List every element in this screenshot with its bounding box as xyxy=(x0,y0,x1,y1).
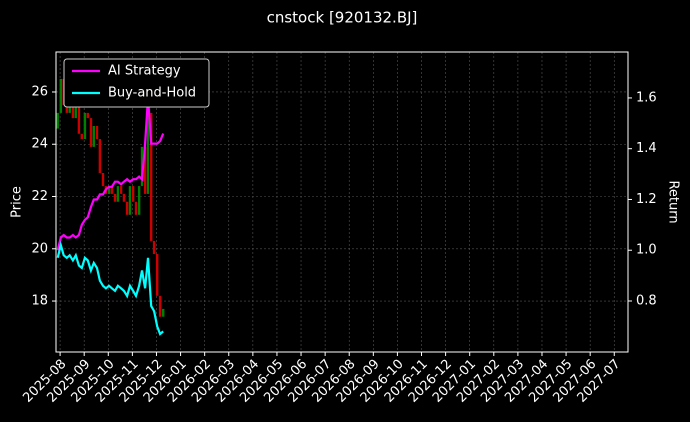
candle xyxy=(107,186,111,194)
candle xyxy=(137,186,141,215)
y-tick-label: 24 xyxy=(31,137,48,152)
y-tick-label: 22 xyxy=(31,189,48,204)
candle xyxy=(80,133,83,140)
candle xyxy=(71,105,75,119)
chart-title: cnstock [920132.BJ] xyxy=(267,9,418,27)
candle xyxy=(110,186,114,194)
candle xyxy=(101,172,105,187)
line-series xyxy=(56,240,164,336)
candle xyxy=(122,193,126,202)
candle xyxy=(155,254,159,296)
candle xyxy=(149,112,153,241)
candle xyxy=(77,105,81,134)
plot-frame xyxy=(55,51,629,353)
y-tick-label: 18 xyxy=(31,294,48,309)
y-tick-label: 20 xyxy=(31,241,48,256)
candle xyxy=(131,186,135,202)
candle xyxy=(128,186,132,215)
candle xyxy=(98,139,102,173)
candle xyxy=(74,105,77,119)
candle xyxy=(68,105,71,113)
candle xyxy=(125,201,129,215)
candle xyxy=(116,186,120,202)
candle xyxy=(143,146,147,194)
y2-tick-label: 1.6 xyxy=(636,90,657,105)
candle xyxy=(56,112,59,129)
legend-label: Buy-and-Hold xyxy=(108,86,196,101)
legend-label: AI Strategy xyxy=(108,64,181,79)
candle xyxy=(119,186,123,194)
candle xyxy=(158,295,162,317)
y2-tick-label: 1.4 xyxy=(636,141,657,156)
candle xyxy=(162,308,165,317)
y2-tick-label: 0.8 xyxy=(636,293,657,308)
candle xyxy=(65,105,69,113)
candle xyxy=(113,193,117,202)
candle xyxy=(59,78,63,113)
y-tick-label: 26 xyxy=(31,84,48,99)
candle xyxy=(152,240,156,255)
y-axis-label: Price xyxy=(10,186,25,218)
candle xyxy=(92,125,96,147)
y2-tick-label: 1.0 xyxy=(636,243,657,258)
legend-box xyxy=(63,58,210,108)
line-series xyxy=(56,97,165,251)
y2-tick-label: 1.2 xyxy=(636,192,657,207)
candle xyxy=(146,112,150,194)
y2-axis-label: Return xyxy=(666,180,681,223)
candle xyxy=(95,125,99,140)
candle xyxy=(89,118,93,147)
candle xyxy=(86,112,90,119)
legend: AI Strategy Buy-and-Hold xyxy=(63,58,210,108)
candle xyxy=(134,201,138,215)
candle xyxy=(83,112,87,140)
